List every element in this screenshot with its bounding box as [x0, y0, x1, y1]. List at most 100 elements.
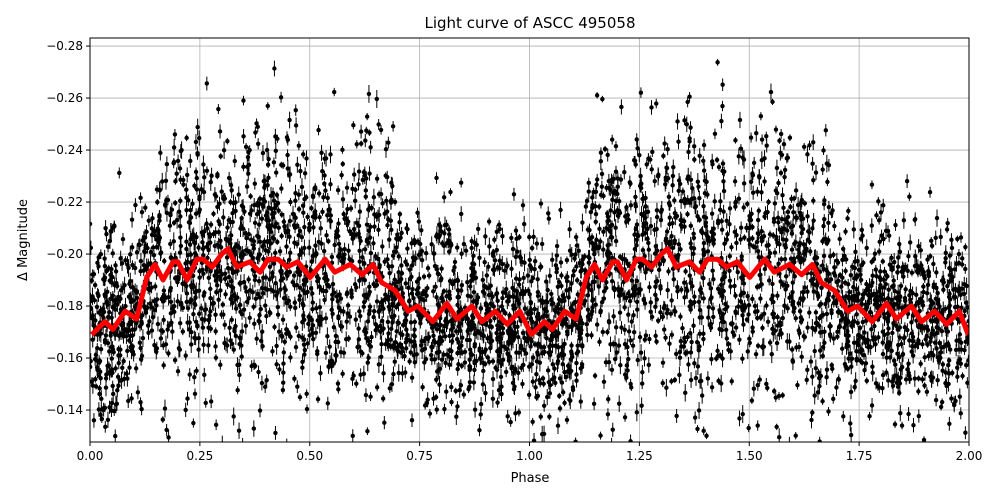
data-point: [772, 463, 776, 476]
data-point: [293, 341, 299, 354]
data-point: [754, 124, 759, 142]
data-point: [302, 218, 307, 236]
data-point: [593, 210, 599, 219]
data-point: [920, 375, 925, 384]
data-point: [660, 379, 665, 388]
data-point: [425, 264, 431, 272]
data-point: [385, 315, 391, 329]
data-point: [864, 239, 869, 257]
data-point: [682, 277, 687, 289]
data-point: [677, 366, 682, 384]
data-point: [813, 165, 819, 180]
data-point: [708, 318, 713, 333]
data-point: [669, 330, 675, 340]
data-point: [306, 239, 312, 256]
data-point: [788, 436, 790, 442]
data-point: [276, 207, 281, 214]
data-point: [520, 379, 525, 389]
data-point: [667, 218, 672, 231]
data-point: [627, 175, 633, 189]
data-point: [796, 299, 801, 308]
data-point: [893, 219, 898, 231]
data-point: [770, 275, 775, 293]
data-point: [562, 399, 567, 407]
data-point: [789, 346, 795, 354]
y-tick-label: −0.16: [46, 351, 83, 365]
data-point: [508, 417, 513, 427]
data-point: [935, 373, 940, 387]
data-point: [758, 112, 764, 121]
x-tick-label: 1.50: [736, 449, 763, 463]
data-point: [503, 310, 508, 317]
data-point: [669, 293, 674, 308]
data-point: [598, 147, 604, 159]
data-point: [339, 170, 344, 180]
data-point: [820, 164, 825, 176]
data-point: [274, 337, 279, 355]
data-point: [714, 156, 720, 164]
data-point: [709, 352, 714, 366]
data-point: [684, 116, 689, 132]
data-point: [906, 358, 911, 369]
data-point: [656, 317, 661, 324]
data-point: [547, 443, 551, 454]
data-point: [597, 337, 602, 347]
data-point: [220, 301, 226, 308]
data-point: [477, 424, 482, 437]
data-point: [916, 409, 922, 423]
data-point: [201, 155, 206, 174]
data-point: [442, 403, 447, 415]
data-point: [928, 253, 933, 260]
data-point: [557, 392, 562, 400]
data-point: [201, 183, 207, 201]
data-point: [755, 379, 760, 391]
data-point: [526, 390, 532, 400]
data-point: [293, 194, 298, 208]
data-point: [527, 233, 532, 241]
data-point: [449, 337, 455, 345]
data-point: [357, 204, 363, 220]
data-point: [949, 394, 954, 403]
data-point: [213, 419, 219, 431]
data-point: [895, 346, 900, 361]
data-point: [279, 183, 284, 194]
data-point: [679, 285, 684, 294]
data-point: [701, 139, 707, 151]
data-point: [686, 356, 691, 372]
data-point: [776, 179, 781, 187]
data-point: [727, 201, 733, 216]
data-point: [939, 325, 945, 337]
data-point: [755, 187, 760, 197]
data-point: [795, 380, 800, 390]
data-point: [899, 421, 905, 430]
data-point: [444, 384, 449, 400]
data-point: [853, 243, 858, 260]
data-point: [344, 181, 350, 195]
data-point: [869, 218, 874, 233]
data-point: [222, 320, 228, 330]
data-point: [650, 146, 655, 158]
data-point: [897, 236, 902, 252]
data-point: [545, 388, 550, 406]
data-point: [826, 200, 832, 214]
data-point: [152, 224, 157, 239]
data-point: [964, 361, 969, 369]
data-point: [947, 416, 952, 431]
data-point: [434, 172, 439, 184]
data-point: [420, 383, 425, 392]
data-point: [934, 209, 940, 227]
data-point: [945, 217, 950, 229]
y-tick-label: −0.24: [46, 143, 83, 157]
data-point: [469, 351, 475, 359]
y-tick-label: −0.26: [46, 91, 83, 105]
data-point: [458, 177, 464, 188]
data-point: [922, 382, 927, 390]
data-point: [356, 162, 362, 181]
data-point: [374, 174, 380, 184]
data-point: [845, 278, 851, 290]
data-point: [701, 199, 706, 214]
data-point: [643, 329, 649, 342]
data-point: [272, 60, 277, 77]
data-point: [273, 167, 279, 178]
